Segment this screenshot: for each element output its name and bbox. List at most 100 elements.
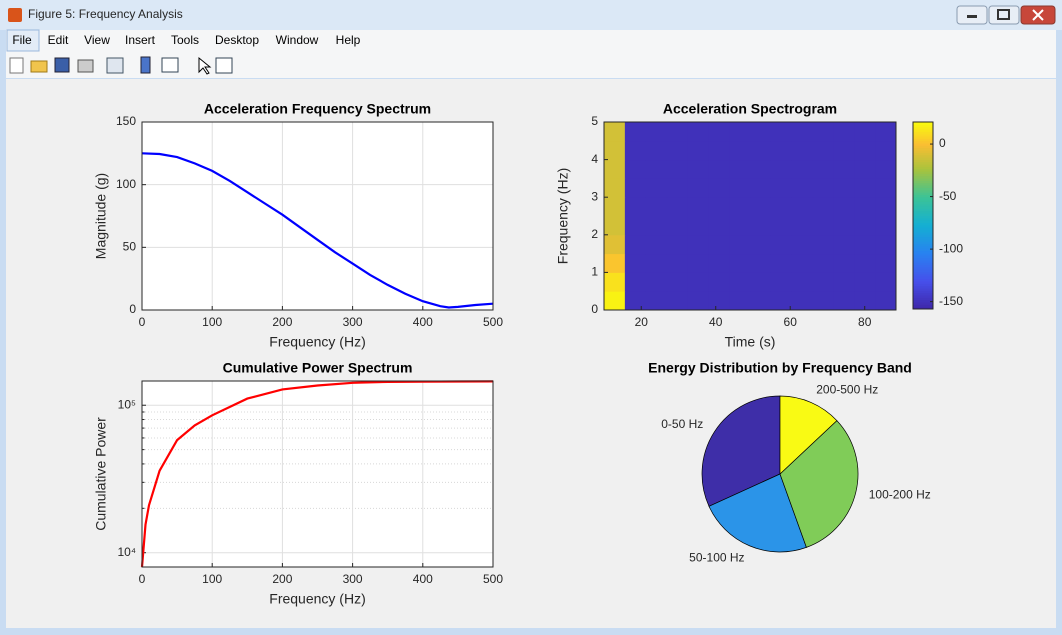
- colorbar-segment: [913, 140, 933, 144]
- y-tick-label: 4: [591, 152, 598, 166]
- menu-item[interactable]: Desktop: [215, 33, 259, 47]
- y-tick-label: 3: [591, 189, 598, 203]
- heatmap-cell: [687, 234, 709, 255]
- colorbar-segment: [913, 215, 933, 219]
- colorbar-segment: [913, 154, 933, 158]
- colorbar-segment: [913, 129, 933, 132]
- colorbar-segment: [913, 255, 933, 259]
- colorbar-segment: [913, 269, 933, 273]
- pointer-icon[interactable]: [198, 56, 212, 75]
- menu-item[interactable]: Tools: [171, 33, 199, 47]
- heatmap-cell: [812, 291, 834, 311]
- heatmap-cell: [791, 159, 814, 179]
- heatmap-cell: [770, 197, 793, 217]
- heatmap-cell: [624, 253, 647, 273]
- colorbar-segment: [913, 175, 933, 179]
- heatmap-cell: [875, 178, 897, 198]
- colorbar-icon[interactable]: [140, 56, 151, 74]
- colorbar-segment: [913, 299, 933, 303]
- colorbar-segment: [913, 241, 933, 245]
- heatmap-cell: [687, 272, 709, 292]
- link-icon[interactable]: [106, 57, 124, 74]
- heatmap-cell: [833, 178, 855, 198]
- heatmap-cell: [750, 159, 772, 179]
- heatmap-cell: [666, 197, 688, 217]
- heatmap-cell: [729, 159, 751, 179]
- y-axis-label: Magnitude (g): [93, 173, 109, 259]
- colorbar-segment: [913, 147, 933, 151]
- heatmap-cell: [833, 253, 855, 273]
- menu-item[interactable]: Window: [276, 33, 319, 47]
- heatmap-cell: [624, 197, 647, 217]
- colorbar-segment: [913, 143, 933, 146]
- heatmap-cell: [624, 140, 647, 161]
- colorbar-segment: [913, 257, 933, 261]
- heatmap-cell: [729, 197, 751, 217]
- heatmap-cell: [770, 159, 793, 179]
- y-tick-label: 10⁵: [118, 397, 136, 411]
- menu-item[interactable]: File: [12, 33, 32, 47]
- heatmap-cell: [875, 122, 897, 142]
- chart-title: Acceleration Frequency Spectrum: [204, 101, 431, 117]
- pie-label: 200-500 Hz: [816, 382, 878, 396]
- colorbar-segment: [913, 266, 933, 270]
- menu-item[interactable]: Insert: [125, 33, 156, 47]
- app-icon: [8, 8, 22, 22]
- heatmap-cell: [624, 234, 647, 255]
- colorbar-tick-label: -150: [939, 294, 963, 308]
- colorbar-segment: [913, 122, 933, 125]
- x-tick-label: 300: [343, 315, 363, 329]
- colorbar-segment: [913, 150, 933, 153]
- heatmap-cell: [645, 253, 668, 273]
- heatmap-cell: [875, 291, 897, 311]
- print-icon[interactable]: [77, 59, 94, 73]
- colorbar-segment: [913, 161, 933, 165]
- colorbar-segment: [913, 171, 933, 174]
- heatmap-cell: [770, 122, 793, 142]
- heatmap-cell: [708, 140, 730, 161]
- menu-item[interactable]: Help: [336, 33, 361, 47]
- window-title: Figure 5: Frequency Analysis: [28, 7, 183, 21]
- data-line: [141, 152, 494, 309]
- heatmap-cell: [875, 159, 897, 179]
- new-icon[interactable]: [9, 57, 24, 74]
- heatmap-cell: [812, 272, 834, 292]
- colorbar-segment: [913, 250, 933, 254]
- heatmap-cell: [645, 272, 668, 292]
- heatmap-cell: [624, 178, 647, 198]
- property-icon[interactable]: [215, 57, 233, 74]
- heatmap-cell: [666, 178, 688, 198]
- heatmap-cell: [645, 159, 668, 179]
- colorbar-segment: [913, 194, 933, 198]
- maximize-button[interactable]: [988, 5, 1020, 25]
- save-icon[interactable]: [54, 57, 70, 73]
- heatmap-cell: [854, 216, 876, 236]
- colorbar-segment: [913, 208, 933, 212]
- heatmap-cell: [604, 291, 626, 311]
- x-tick-label: 20: [635, 315, 649, 329]
- colorbar-tick-label: 0: [939, 136, 946, 150]
- menu-item[interactable]: View: [84, 33, 110, 47]
- colorbar-segment: [913, 222, 933, 226]
- heatmap-cell: [729, 122, 751, 142]
- colorbar-segment: [913, 287, 933, 291]
- colorbar-segment: [913, 273, 933, 277]
- heatmap-cell: [812, 253, 834, 273]
- pie-slice: [779, 420, 859, 548]
- colorbar-segment: [913, 234, 933, 238]
- heatmap-cell: [645, 197, 668, 217]
- x-tick-label: 100: [202, 315, 222, 329]
- colorbar-segment: [913, 192, 933, 195]
- axes-box: [141, 380, 494, 568]
- colorbar-segment: [913, 306, 933, 310]
- heatmap-cell: [750, 291, 772, 311]
- heatmap-cell: [791, 216, 814, 236]
- legend-icon[interactable]: [161, 57, 179, 73]
- colorbar-segment: [913, 210, 933, 214]
- heatmap-cell: [604, 234, 626, 255]
- y-tick-label: 10⁴: [117, 545, 136, 559]
- y-tick-label: 0: [591, 302, 598, 316]
- menu-item[interactable]: Edit: [48, 33, 69, 47]
- open-icon[interactable]: [30, 60, 48, 73]
